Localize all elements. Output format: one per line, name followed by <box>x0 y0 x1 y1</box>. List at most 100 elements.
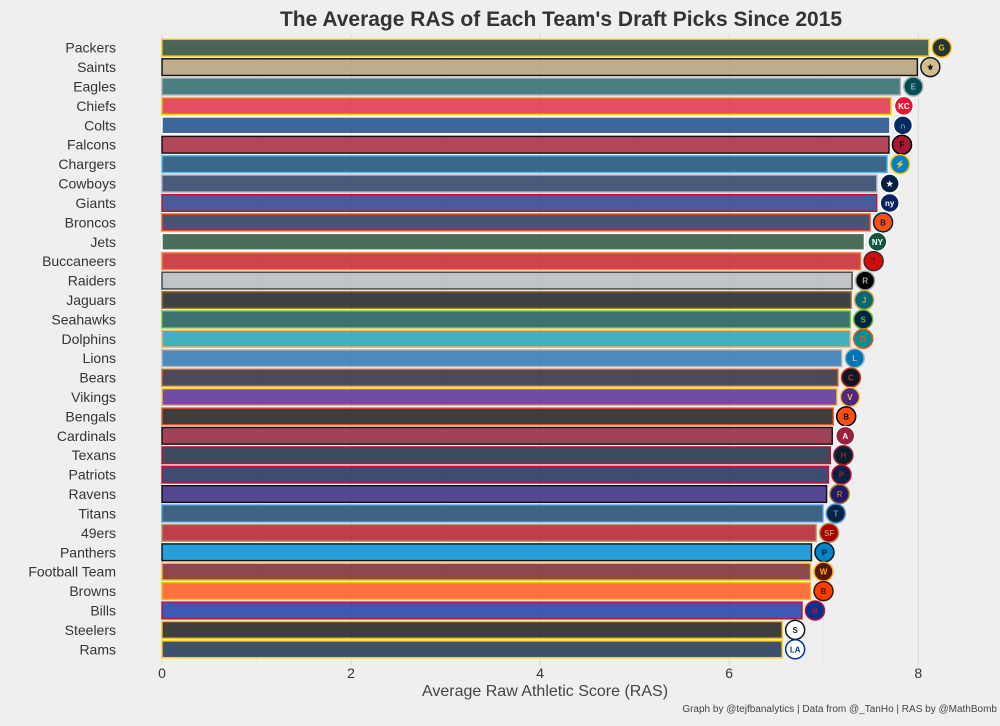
49ers-logo-icon-text: SF <box>824 529 834 538</box>
bar-texans <box>161 446 832 465</box>
vikings-logo-icon-text: V <box>847 393 853 402</box>
x-tick-label: 2 <box>347 665 355 681</box>
buccaneers-logo-icon-badge <box>863 250 884 272</box>
buccaneers-logo-icon: T <box>863 250 884 272</box>
category-label: 49ers <box>81 525 116 541</box>
x-tick-label: 8 <box>914 665 922 681</box>
eagles-logo-icon-text: E <box>911 83 917 92</box>
texans-logo-icon: H <box>833 444 854 466</box>
rams-logo-icon-badge <box>784 639 806 660</box>
category-label: Packers <box>65 40 116 56</box>
panthers-logo-icon: P <box>814 542 835 563</box>
packers-logo-icon: G <box>931 37 952 58</box>
category-label: Raiders <box>68 273 116 289</box>
bar-panthers <box>161 543 813 562</box>
bar-seahawks <box>161 310 851 329</box>
bar-ravens <box>161 485 828 504</box>
cardinals-logo-icon: A <box>835 425 856 447</box>
category-label: Cowboys <box>58 176 116 192</box>
dolphins-logo-icon: D <box>852 328 874 350</box>
category-label: Rams <box>79 641 116 657</box>
jets-logo-icon: NY <box>867 231 888 253</box>
lions-logo-icon-text: L <box>852 354 857 363</box>
browns-logo-icon-badge <box>813 580 834 602</box>
category-label: Football Team <box>28 564 116 580</box>
dolphins-logo-icon-text: D <box>860 335 866 344</box>
raiders-logo-icon-text: R <box>862 277 868 286</box>
broncos-logo-icon-text: B <box>880 218 886 227</box>
packers-logo-icon-text: G <box>939 44 945 53</box>
broncos-logo-icon-badge <box>872 212 894 233</box>
falcons-logo-icon: F <box>891 134 913 155</box>
category-label: Bengals <box>65 408 116 424</box>
bar-eagles <box>161 77 902 96</box>
chart-title: The Average RAS of Each Team's Draft Pic… <box>280 8 842 31</box>
steelers-logo-icon: S <box>784 619 806 641</box>
giants-logo-icon-text: ny <box>885 199 895 208</box>
eagles-logo-icon: E <box>903 76 924 97</box>
raiders-logo-icon: R <box>854 270 876 291</box>
colts-logo-icon: ∩ <box>892 115 914 136</box>
football-team-logo-icon-text: W <box>820 568 828 577</box>
vikings-logo-icon: V <box>839 386 861 408</box>
cowboys-logo-icon: ★ <box>879 173 900 194</box>
bar-broncos <box>161 213 871 232</box>
category-label: Bears <box>79 370 116 386</box>
category-label: Chargers <box>58 156 116 172</box>
panthers-logo-icon-text: P <box>822 548 828 557</box>
eagles-logo-icon-badge <box>903 76 924 97</box>
category-label: Titans <box>78 505 116 521</box>
bar-bears <box>161 368 839 387</box>
chiefs-logo-icon-text: KC <box>898 102 910 111</box>
bar-patriots <box>161 465 830 484</box>
bar-giants <box>161 193 878 212</box>
patriots-logo-icon-text: P <box>839 471 845 480</box>
team-logos: G ⚜ E KC ∩ F ⚡ ★ ny B NY T R J S D L C V B A H P R T SF P W B B S LA <box>784 37 952 660</box>
x-tick-label: 0 <box>158 665 166 681</box>
browns-logo-icon: B <box>813 580 834 602</box>
bar-bills <box>161 601 803 620</box>
chargers-logo-icon-text: ⚡ <box>895 159 905 169</box>
bar-cardinals <box>161 426 833 445</box>
chart-caption: Graph by @tejfbanalytics | Data from @_T… <box>682 704 997 715</box>
bar-titans <box>161 504 824 523</box>
vikings-logo-icon-badge <box>839 386 861 408</box>
category-label: Bills <box>90 602 116 618</box>
category-label: Eagles <box>73 79 116 95</box>
bengals-logo-icon-text: B <box>843 412 849 421</box>
category-label: Cardinals <box>57 428 116 444</box>
bills-logo-icon-badge <box>804 600 826 621</box>
category-label: Vikings <box>71 389 116 405</box>
x-tick-label: 6 <box>725 665 733 681</box>
seahawks-logo-icon: S <box>852 309 874 330</box>
bar-vikings <box>161 387 838 407</box>
jets-logo-icon-badge <box>867 231 888 253</box>
category-label: Ravens <box>69 486 116 502</box>
category-label: Saints <box>77 59 116 75</box>
lions-logo-icon: L <box>844 347 865 369</box>
rams-logo-icon: LA <box>784 639 806 660</box>
bar-steelers <box>161 620 783 639</box>
category-labels: Packers Saints Eagles Chiefs Colts Falcons Cha… <box>28 40 116 658</box>
bar-browns <box>161 582 812 601</box>
bears-logo-icon: C <box>840 367 862 388</box>
bar-raiders <box>161 271 853 290</box>
bar-bengals <box>161 407 834 426</box>
bills-logo-icon: B <box>804 600 826 621</box>
category-label: Seahawks <box>51 311 116 327</box>
category-label: Jets <box>90 234 116 250</box>
cardinals-logo-icon-text: A <box>842 432 848 441</box>
category-label: Falcons <box>67 137 116 153</box>
category-label: Texans <box>72 447 116 463</box>
bar-rams <box>161 640 783 659</box>
bar-chiefs <box>161 96 892 115</box>
giants-logo-icon-badge <box>879 192 900 214</box>
bar-falcons <box>161 135 890 154</box>
bar-cowboys <box>161 174 878 193</box>
chargers-logo-icon-badge <box>889 153 911 175</box>
chiefs-logo-icon: KC <box>893 95 915 117</box>
jaguars-logo-icon-text: J <box>862 296 866 305</box>
category-label: Patriots <box>69 467 116 483</box>
category-label: Buccaneers <box>42 253 116 269</box>
